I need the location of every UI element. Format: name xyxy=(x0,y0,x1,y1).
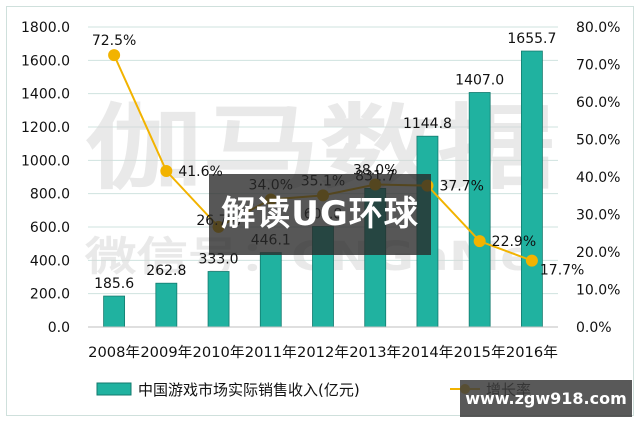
right-y-tick: 30.0% xyxy=(576,208,620,224)
growth-marker xyxy=(108,49,121,62)
x-tick: 2012年 xyxy=(297,345,349,361)
x-tick: 2008年 xyxy=(88,345,140,361)
right-y-tick: 10.0% xyxy=(576,283,620,299)
growth-marker xyxy=(160,165,173,177)
right-y-axis: 0.0% 10.0% 20.0% 30.0% 40.0% 50.0% 60.0% 70.0% 8… xyxy=(576,20,620,336)
x-tick: 2013年 xyxy=(349,345,401,361)
left-y-tick: 600.0 xyxy=(30,220,70,236)
overlay-banner: 解读UG环球 xyxy=(209,174,431,255)
bar xyxy=(207,271,230,328)
left-y-tick: 400.0 xyxy=(30,253,70,269)
growth-value-label: 17.7% xyxy=(540,263,584,279)
x-tick: 2010年 xyxy=(193,345,245,361)
bar-value-label: 185.6 xyxy=(94,276,134,292)
right-y-tick: 60.0% xyxy=(576,95,620,111)
bar xyxy=(155,282,178,328)
x-tick: 2015年 xyxy=(454,345,506,361)
growth-marker xyxy=(473,235,486,248)
left-y-axis: 0.0 200.0 400.0 600.0 800.0 1000.0 1200.0 1400.… xyxy=(21,20,70,336)
left-y-tick: 800.0 xyxy=(30,187,70,203)
growth-value-label: 37.7% xyxy=(439,179,483,195)
left-y-tick: 0.0 xyxy=(48,320,70,336)
bar-value-label: 333.0 xyxy=(199,252,239,268)
right-y-tick: 20.0% xyxy=(576,245,620,261)
site-watermark: www.zgw918.com xyxy=(460,380,632,417)
bar xyxy=(103,295,126,328)
left-y-tick: 1000.0 xyxy=(21,153,70,169)
right-y-tick: 80.0% xyxy=(576,20,620,36)
right-y-tick: 0.0% xyxy=(576,320,612,336)
bar-value-label: 1655.7 xyxy=(507,31,556,47)
left-y-tick: 1600.0 xyxy=(21,53,70,69)
bar xyxy=(520,50,543,328)
x-tick: 2009年 xyxy=(140,345,192,361)
bar-value-label: 262.8 xyxy=(146,263,186,279)
bar-value-label: 1144.8 xyxy=(403,116,452,132)
x-tick: 2011年 xyxy=(245,345,297,361)
right-y-tick: 70.0% xyxy=(576,58,620,74)
legend-bar-swatch xyxy=(96,382,132,396)
growth-value-label: 72.5% xyxy=(92,33,136,49)
growth-value-label: 22.9% xyxy=(492,234,536,250)
legend-bar-label: 中国游戏市场实际销售收入(亿元) xyxy=(138,381,360,399)
left-y-tick: 1800.0 xyxy=(21,20,70,36)
left-y-tick: 1400.0 xyxy=(21,87,70,103)
left-y-tick: 200.0 xyxy=(30,287,70,303)
bar xyxy=(468,92,491,328)
x-tick: 2016年 xyxy=(506,345,558,361)
bar-value-label: 1407.0 xyxy=(455,73,504,89)
left-y-tick: 1200.0 xyxy=(21,120,70,136)
right-y-tick: 40.0% xyxy=(576,170,620,186)
x-axis: 2008年 2009年 2010年 2011年 2012年 2013年 2014年 2015年… xyxy=(88,326,558,361)
bar xyxy=(259,252,282,328)
growth-marker xyxy=(525,254,538,267)
right-y-tick: 50.0% xyxy=(576,133,620,149)
x-tick: 2014年 xyxy=(401,345,453,361)
